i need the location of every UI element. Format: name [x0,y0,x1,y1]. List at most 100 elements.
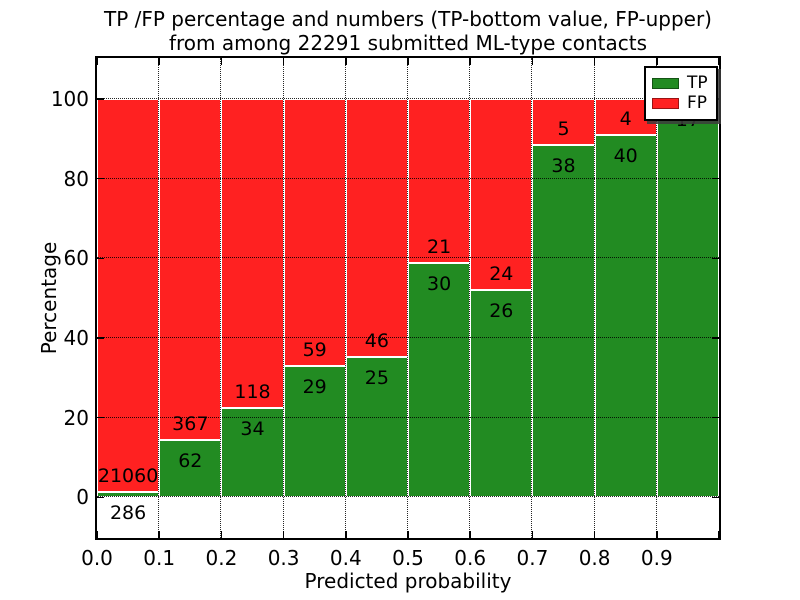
y-tick-mark [712,337,719,339]
chart-title-line2: from among 22291 submitted ML-type conta… [168,31,648,55]
v-gridline [593,58,595,538]
bar-value-label-fp: 59 [302,339,327,362]
bar-value-label-fp: 4 [619,108,632,131]
bar-value-label-tp: 30 [427,273,452,296]
x-tick-mark [158,58,160,65]
legend-label-fp: FP [687,93,708,113]
y-tick-mark [712,177,719,180]
bar-segment-fp [408,99,471,264]
h-gridline [97,98,719,100]
x-tick-mark [158,531,160,538]
bar-segment-tp [594,135,657,498]
x-tick-label: 0.0 [81,546,113,570]
bar-value-label-tp: 29 [302,376,327,399]
y-tick-label: 20 [63,405,89,430]
bar-value-label-fp: 21 [427,236,452,259]
v-gridline [407,58,408,538]
x-tick-mark [656,531,658,538]
h-gridline [97,337,719,339]
h-gridline [97,496,719,498]
bar-value-label-fp: 21060 [97,465,159,488]
tp-color-swatch [652,78,679,89]
bar-segment-fp [345,99,408,358]
x-tick-mark [282,531,285,538]
plot-canvas: 21060 286 367 62 118 34 59 29 46 25 21 30 24 26 5 38 4 40… [97,58,719,538]
y-tick-label: 0 [76,485,89,510]
y-tick-label: 80 [63,166,89,191]
x-tick-mark [345,531,347,538]
bar-value-label-tp: 25 [364,367,389,390]
x-tick-mark [656,58,658,65]
bar-value-label-tp: 40 [613,145,638,168]
x-tick-label: 0.2 [205,546,238,570]
y-tick-mark [712,257,719,260]
legend-item-fp: FP [652,94,710,113]
x-tick-label: 0.1 [143,546,176,570]
x-tick-mark [97,531,98,538]
legend-label-tp: TP [687,73,708,93]
v-gridline [344,58,346,538]
v-gridline [531,58,533,538]
bar-value-label-tp: 34 [240,418,265,441]
y-tick-mark [97,177,104,180]
x-tick-mark [718,531,719,538]
y-tick-mark [97,257,104,260]
bar-segment-tp [408,263,471,498]
fp-color-swatch [652,98,679,109]
x-tick-mark [469,58,471,65]
bar-segment-fp [221,99,284,409]
x-tick-label: 0.3 [267,546,300,570]
h-gridline [97,416,719,418]
bar-value-label-fp: 24 [489,263,514,286]
h-gridline [97,257,719,259]
v-gridline [158,58,160,538]
bar-value-label-fp: 5 [557,118,570,141]
v-gridline [655,58,657,538]
legend-item-tp: TP [652,74,710,93]
x-tick-mark [407,531,409,538]
y-tick-mark [97,337,104,339]
x-tick-label: 0.9 [640,546,673,570]
y-tick-label: 40 [63,326,89,351]
y-tick-mark [97,98,104,100]
x-tick-mark [220,58,223,65]
bar-value-label-tp: 38 [551,155,576,178]
y-tick-label: 100 [50,87,89,112]
bar-value-label-tp: 62 [178,449,203,472]
bar-segment-fp [532,99,595,146]
x-tick-mark [469,531,471,538]
x-tick-mark [718,58,719,65]
x-tick-mark [345,58,347,65]
x-tick-mark [407,58,409,65]
x-axis-label: Predicted probability [304,569,512,593]
bar-value-label-fp: 46 [364,330,389,353]
chart-title-line1: TP /FP percentage and numbers (TP-bottom… [104,7,712,31]
x-tick-mark [97,58,98,65]
bar-segment-fp [283,99,346,367]
bar-value-label-tp: 26 [489,300,514,323]
x-tick-mark [220,531,223,538]
bar-segment-tp [656,99,719,498]
bar-segment-fp [97,99,160,493]
plot-area: 21060 286 367 62 118 34 59 29 46 25 21 30 24 26 5 38 4 40… [95,56,721,540]
x-tick-mark [593,531,596,538]
bar-segment-fp [159,99,222,440]
bar-segment-tp [221,408,284,498]
bar-segment-tp [470,290,533,498]
x-tick-label: 0.7 [516,546,549,570]
x-tick-mark [593,58,596,65]
y-tick-label: 60 [63,246,89,271]
x-tick-label: 0.8 [578,546,611,570]
h-gridline [97,177,719,179]
y-tick-mark [712,416,719,419]
x-tick-label: 0.6 [454,546,487,570]
chart-title: TP /FP percentage and numbers (TP-bottom… [0,7,800,55]
v-gridline [469,58,471,538]
bar-segment-tp [532,145,595,498]
legend: TP FP [644,66,718,121]
bar-segment-fp [470,99,533,291]
bar-value-label-fp: 118 [234,381,271,404]
v-gridline [220,58,222,538]
v-gridline [282,58,284,538]
